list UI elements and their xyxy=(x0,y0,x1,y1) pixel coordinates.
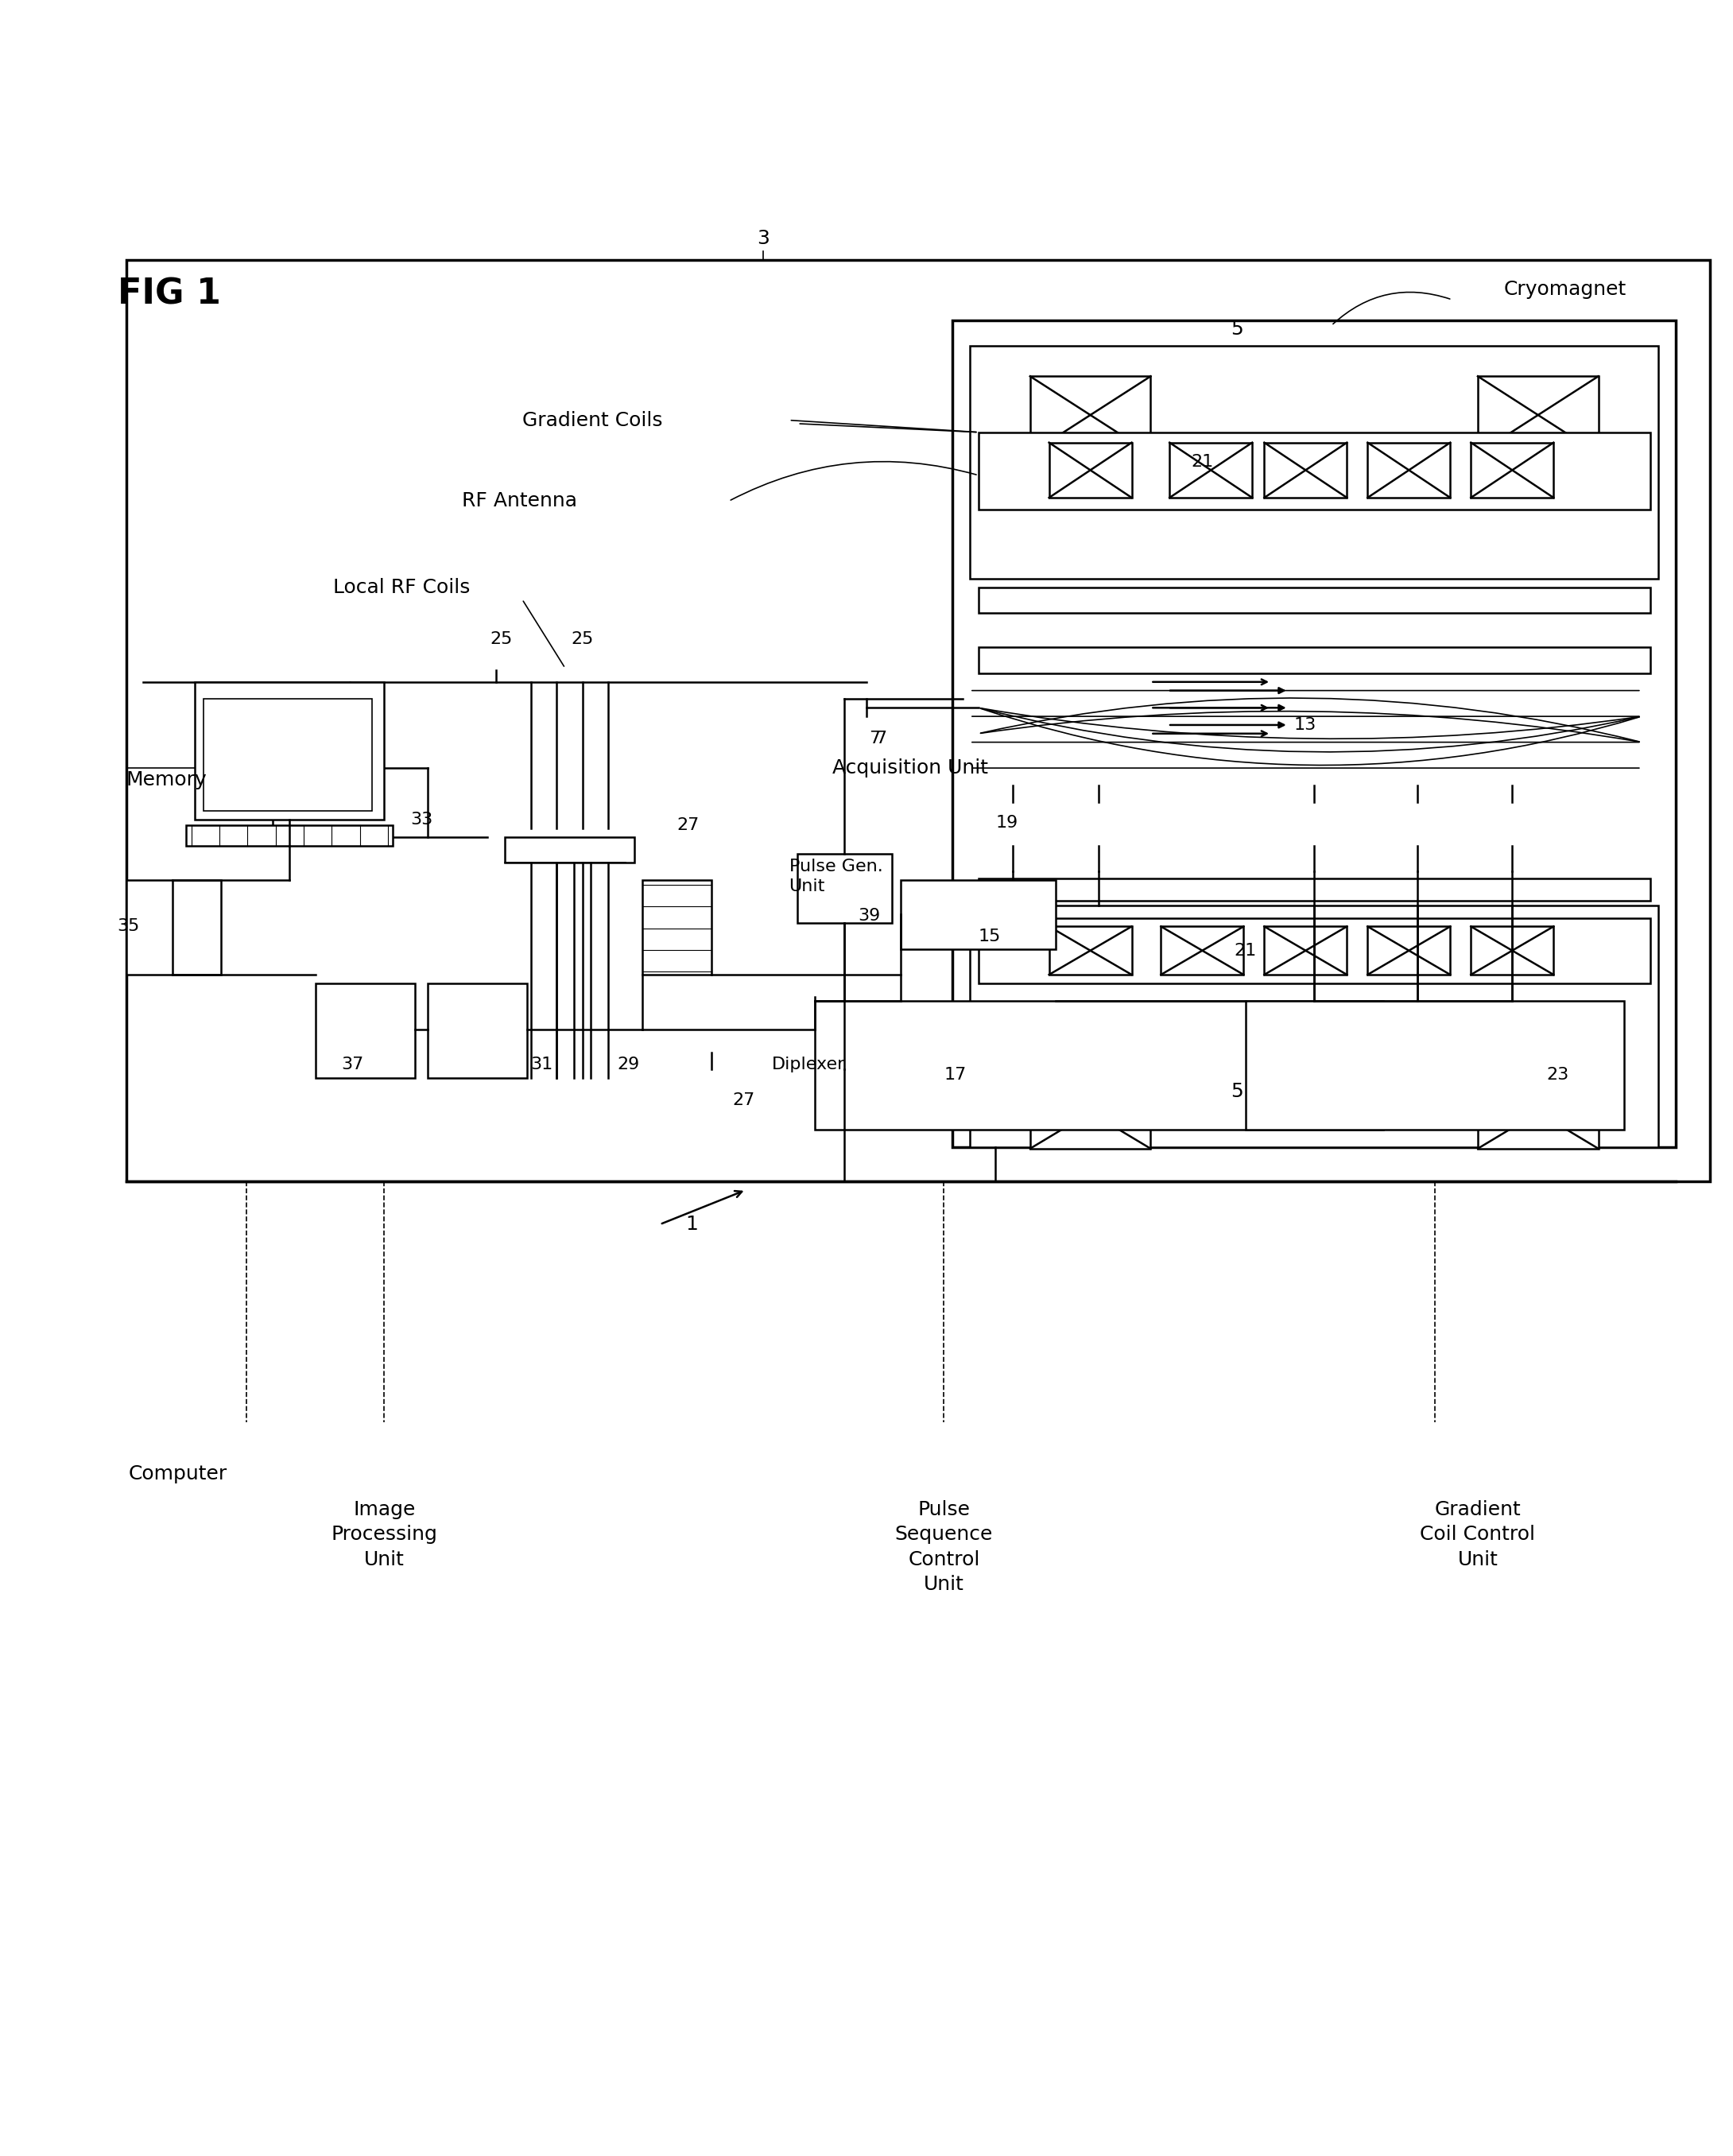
Text: 5: 5 xyxy=(1230,1082,1243,1102)
Text: Memory: Memory xyxy=(127,770,206,789)
Text: RF Antenna: RF Antenna xyxy=(461,492,577,511)
Text: Local RF Coils: Local RF Coils xyxy=(333,578,470,597)
FancyBboxPatch shape xyxy=(901,880,1055,949)
Text: Pulse Gen.
Unit: Pulse Gen. Unit xyxy=(789,858,882,895)
Text: Gradient Coils: Gradient Coils xyxy=(522,410,662,429)
Text: 33: 33 xyxy=(411,813,433,828)
FancyBboxPatch shape xyxy=(643,880,712,975)
FancyBboxPatch shape xyxy=(203,699,373,811)
Text: 1: 1 xyxy=(686,1214,698,1233)
Text: 29: 29 xyxy=(617,1056,639,1072)
Text: 19: 19 xyxy=(996,815,1017,830)
FancyBboxPatch shape xyxy=(979,431,1650,509)
FancyBboxPatch shape xyxy=(194,681,385,819)
FancyBboxPatch shape xyxy=(1048,442,1132,498)
Text: Gradient
Coil Control
Unit: Gradient Coil Control Unit xyxy=(1419,1501,1535,1570)
Polygon shape xyxy=(516,828,544,845)
FancyBboxPatch shape xyxy=(979,586,1650,612)
FancyBboxPatch shape xyxy=(1265,927,1347,975)
Text: FIG 1: FIG 1 xyxy=(118,278,220,310)
FancyBboxPatch shape xyxy=(1246,1000,1624,1130)
Text: 23: 23 xyxy=(1546,1067,1568,1082)
Text: 15: 15 xyxy=(979,929,1002,944)
FancyBboxPatch shape xyxy=(1170,442,1253,498)
Text: 7: 7 xyxy=(868,731,880,746)
FancyBboxPatch shape xyxy=(428,983,527,1078)
Polygon shape xyxy=(568,828,596,845)
Text: 17: 17 xyxy=(944,1067,967,1082)
Text: 3: 3 xyxy=(757,229,769,248)
FancyBboxPatch shape xyxy=(315,983,416,1078)
FancyBboxPatch shape xyxy=(970,347,1658,578)
FancyBboxPatch shape xyxy=(1029,1076,1151,1149)
Text: 31: 31 xyxy=(530,1056,553,1072)
Text: Image
Processing
Unit: Image Processing Unit xyxy=(331,1501,437,1570)
FancyBboxPatch shape xyxy=(127,261,1710,1181)
FancyBboxPatch shape xyxy=(504,837,634,862)
FancyBboxPatch shape xyxy=(979,918,1650,983)
Text: 25: 25 xyxy=(490,632,513,647)
Text: 35: 35 xyxy=(118,918,140,934)
FancyBboxPatch shape xyxy=(815,1000,1383,1130)
Text: 27: 27 xyxy=(678,817,700,832)
FancyBboxPatch shape xyxy=(1161,927,1244,975)
Text: 27: 27 xyxy=(731,1093,754,1108)
FancyBboxPatch shape xyxy=(1471,927,1553,975)
Text: Diplexer: Diplexer xyxy=(771,1056,846,1072)
FancyBboxPatch shape xyxy=(979,647,1650,673)
Text: 13: 13 xyxy=(1293,718,1315,733)
Text: 5: 5 xyxy=(1230,319,1243,338)
FancyBboxPatch shape xyxy=(1367,927,1451,975)
FancyBboxPatch shape xyxy=(953,321,1676,1147)
Text: Cryomagnet: Cryomagnet xyxy=(1504,280,1626,300)
FancyBboxPatch shape xyxy=(1048,927,1132,975)
Text: 39: 39 xyxy=(858,908,880,925)
Text: Pulse
Sequence
Control
Unit: Pulse Sequence Control Unit xyxy=(894,1501,993,1593)
FancyBboxPatch shape xyxy=(1265,442,1347,498)
Text: Computer: Computer xyxy=(128,1464,227,1483)
FancyBboxPatch shape xyxy=(1029,377,1151,453)
Text: Acquisition Unit: Acquisition Unit xyxy=(832,759,988,778)
Text: 25: 25 xyxy=(572,632,594,647)
Text: 21: 21 xyxy=(1191,453,1213,470)
FancyBboxPatch shape xyxy=(1367,442,1451,498)
FancyBboxPatch shape xyxy=(1478,1076,1598,1149)
FancyBboxPatch shape xyxy=(970,906,1658,1147)
FancyBboxPatch shape xyxy=(797,854,892,923)
Text: 7: 7 xyxy=(875,731,886,746)
Polygon shape xyxy=(594,828,622,845)
FancyBboxPatch shape xyxy=(979,877,1650,901)
FancyBboxPatch shape xyxy=(187,826,393,845)
Text: 37: 37 xyxy=(341,1056,364,1072)
FancyBboxPatch shape xyxy=(127,880,220,975)
Text: 21: 21 xyxy=(1234,942,1256,959)
Polygon shape xyxy=(542,828,570,845)
FancyBboxPatch shape xyxy=(1478,377,1598,453)
FancyBboxPatch shape xyxy=(1471,442,1553,498)
